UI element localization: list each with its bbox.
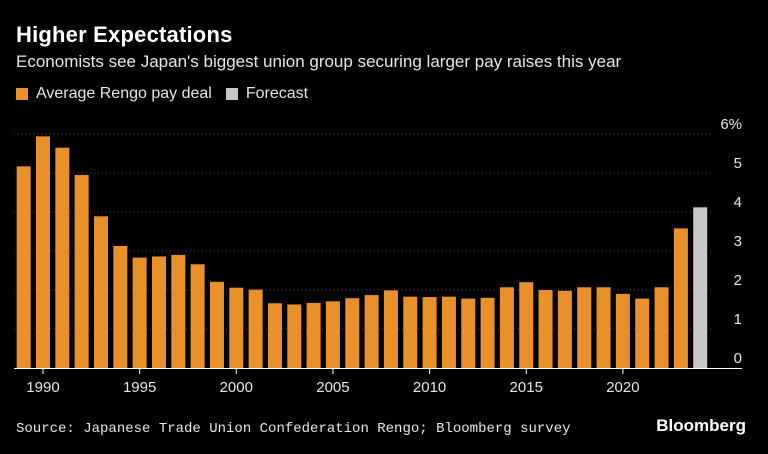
x-tick-label: 2020 — [606, 379, 639, 396]
bar — [325, 301, 340, 368]
chart-subtitle: Economists see Japan's biggest union gro… — [16, 52, 622, 71]
bar — [519, 282, 534, 368]
legend-swatch-forecast — [225, 88, 238, 100]
x-tick-label: 2005 — [316, 379, 349, 396]
bar — [35, 136, 50, 368]
bar — [190, 264, 205, 368]
bars — [16, 136, 708, 368]
bar — [383, 290, 398, 368]
bar — [306, 302, 321, 368]
legend-swatch-rengo — [16, 88, 28, 100]
x-tick-label: 2000 — [220, 379, 253, 396]
y-tick-label: 4 — [734, 194, 742, 211]
bloomberg-logo: Bloomberg — [656, 416, 746, 435]
bar — [113, 245, 128, 368]
y-axis-ticks: 0 1 2 3 4 5 6% — [720, 116, 742, 367]
legend: Average Rengo pay deal Forecast — [16, 85, 322, 103]
bar — [248, 289, 263, 368]
x-tick-label: 2010 — [413, 379, 446, 396]
bar — [93, 216, 108, 368]
bar — [345, 298, 360, 368]
source-note: Source: Japanese Trade Union Confederati… — [16, 421, 571, 437]
y-tick-label: 2 — [734, 272, 742, 289]
x-tick-label: 2015 — [510, 379, 543, 396]
bar — [132, 257, 147, 368]
bar — [499, 287, 514, 368]
legend-label-rengo: Average Rengo pay deal — [36, 85, 212, 102]
legend-item-rengo: Average Rengo pay deal — [16, 85, 212, 103]
bar — [364, 295, 379, 368]
bar — [403, 296, 418, 368]
bar — [287, 304, 302, 368]
bar — [229, 287, 244, 368]
bar — [615, 293, 630, 368]
bar — [441, 296, 456, 368]
bar — [461, 298, 476, 368]
bar — [16, 166, 31, 368]
legend-label-forecast: Forecast — [245, 85, 309, 102]
bar — [422, 297, 437, 368]
bar — [171, 254, 186, 368]
bar — [55, 147, 70, 368]
y-tick-label: 5 — [734, 155, 742, 172]
bar — [557, 290, 572, 368]
bar — [209, 281, 224, 368]
y-tick-label: 3 — [734, 233, 742, 250]
forecast-bar — [693, 207, 708, 368]
bar — [538, 290, 553, 368]
bar — [74, 174, 89, 368]
bar — [480, 297, 495, 368]
y-tick-label: 1 — [734, 311, 742, 328]
x-axis: 1990 1995 2000 2005 2010 2015 2020 — [14, 368, 742, 396]
bar — [577, 287, 592, 368]
bar — [654, 287, 669, 368]
x-tick-label: 1990 — [26, 379, 59, 396]
bar — [151, 256, 166, 368]
bar — [596, 287, 611, 368]
y-tick-label: 0 — [734, 350, 742, 367]
bar — [635, 298, 650, 368]
chart-title: Higher Expectations — [16, 22, 233, 47]
legend-item-forecast: Forecast — [225, 85, 309, 103]
bar — [673, 228, 688, 368]
x-tick-label: 1995 — [123, 379, 156, 396]
bar — [267, 303, 282, 368]
y-tick-label: 6% — [720, 116, 742, 133]
